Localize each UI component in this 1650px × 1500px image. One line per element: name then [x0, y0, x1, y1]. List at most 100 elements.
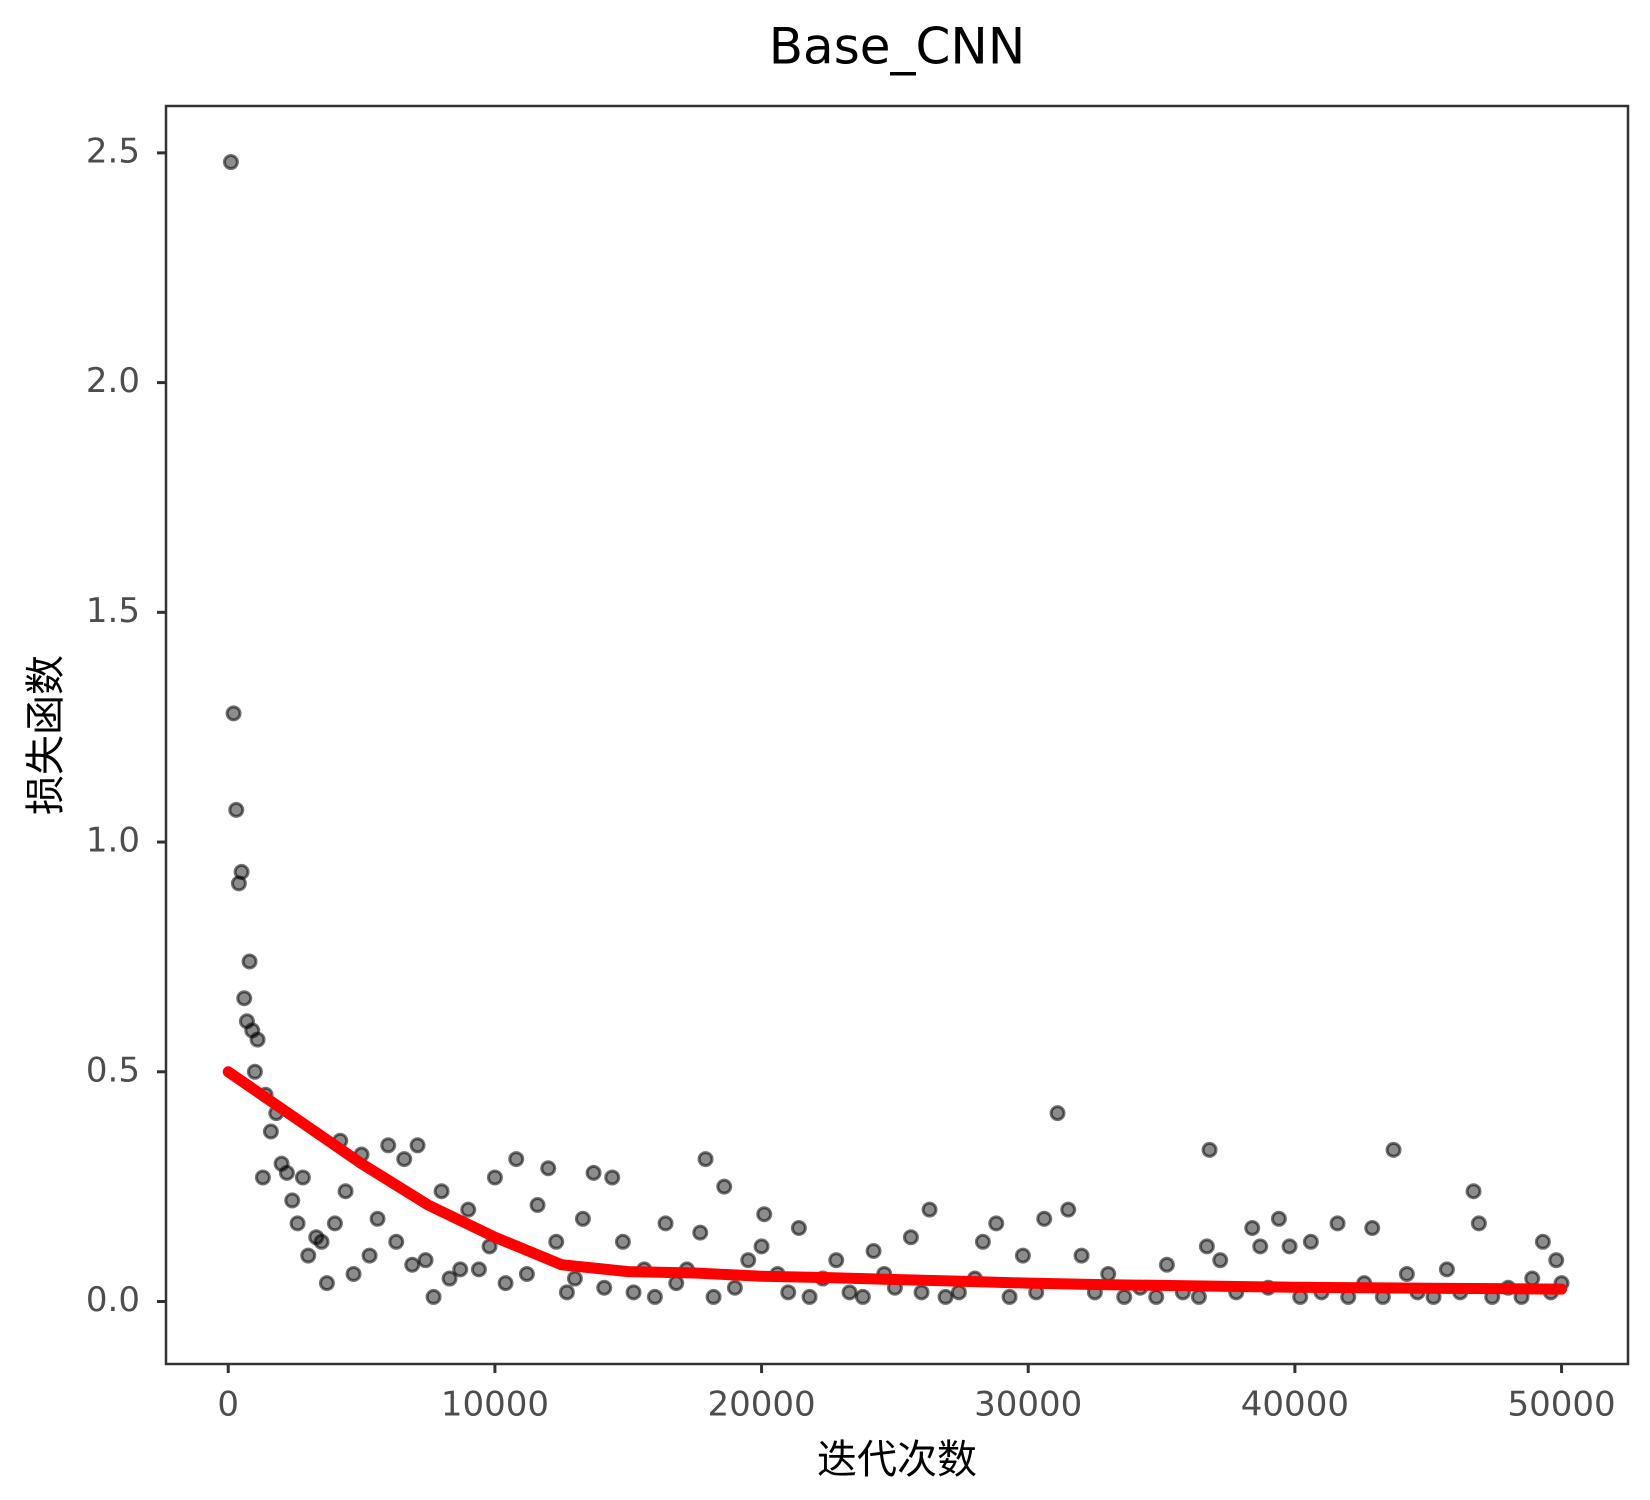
point	[1100, 1265, 1117, 1282]
point	[988, 1215, 1005, 1232]
y-tick-label: 2.0	[86, 361, 140, 401]
point	[518, 1265, 535, 1282]
point	[1201, 1141, 1218, 1158]
point	[1438, 1261, 1455, 1278]
point	[1465, 1183, 1482, 1200]
x-tick-label: 10000	[441, 1385, 549, 1425]
x-tick-label: 40000	[1241, 1385, 1349, 1425]
y-tick-label: 0.0	[86, 1280, 140, 1320]
point	[318, 1275, 335, 1292]
point	[1329, 1215, 1346, 1232]
point	[625, 1284, 642, 1301]
point	[1524, 1270, 1541, 1287]
point	[740, 1252, 757, 1269]
point	[705, 1288, 722, 1305]
point	[1212, 1252, 1229, 1269]
point	[236, 990, 253, 1007]
point	[425, 1288, 442, 1305]
point	[604, 1169, 621, 1186]
point	[548, 1233, 565, 1250]
point	[409, 1137, 426, 1154]
point	[1281, 1238, 1298, 1255]
y-axis-title: 损失函数	[23, 655, 69, 815]
x-axis-title: 迭代次数	[817, 1437, 977, 1483]
point	[585, 1164, 602, 1181]
point	[433, 1183, 450, 1200]
point	[497, 1275, 514, 1292]
point	[441, 1270, 458, 1287]
point	[540, 1160, 557, 1177]
point	[460, 1201, 477, 1218]
point	[289, 1215, 306, 1232]
point	[1534, 1233, 1551, 1250]
point	[404, 1256, 421, 1273]
point	[246, 1063, 263, 1080]
point	[300, 1247, 317, 1264]
point	[1036, 1210, 1053, 1227]
point	[345, 1265, 362, 1282]
point	[417, 1252, 434, 1269]
point	[396, 1151, 413, 1168]
point	[921, 1201, 938, 1218]
point	[262, 1123, 279, 1140]
point	[529, 1197, 546, 1214]
point	[1398, 1265, 1415, 1282]
point	[294, 1169, 311, 1186]
point	[574, 1210, 591, 1227]
y-tick-label: 0.5	[86, 1050, 140, 1090]
point	[828, 1252, 845, 1269]
point	[697, 1151, 714, 1168]
point	[950, 1284, 967, 1301]
point	[1060, 1201, 1077, 1218]
point	[380, 1137, 397, 1154]
point	[657, 1215, 674, 1232]
point	[470, 1261, 487, 1278]
panel-border	[164, 104, 1630, 1366]
smooth-line	[222, 1066, 1568, 1295]
point	[726, 1279, 743, 1296]
point	[1049, 1105, 1066, 1122]
point	[486, 1169, 503, 1186]
point	[692, 1224, 709, 1241]
point	[452, 1261, 469, 1278]
point	[249, 1031, 266, 1048]
point	[241, 953, 258, 970]
point	[596, 1279, 613, 1296]
y-tick-label: 1.5	[86, 591, 140, 631]
point	[326, 1215, 343, 1232]
point	[313, 1233, 330, 1250]
point	[1116, 1288, 1133, 1305]
point	[508, 1151, 525, 1168]
point	[716, 1178, 733, 1195]
point	[854, 1288, 871, 1305]
point	[254, 1169, 271, 1186]
point	[801, 1288, 818, 1305]
point	[1073, 1247, 1090, 1264]
point	[753, 1238, 770, 1255]
y-tick-label: 1.0	[86, 821, 140, 861]
point	[902, 1229, 919, 1246]
point	[566, 1270, 583, 1287]
point	[646, 1288, 663, 1305]
point	[1190, 1288, 1207, 1305]
x-tick-label: 50000	[1507, 1385, 1615, 1425]
point	[369, 1210, 386, 1227]
x-tick-label: 20000	[707, 1385, 815, 1425]
point	[558, 1284, 575, 1301]
point	[1252, 1238, 1269, 1255]
y-tick-label: 2.5	[86, 131, 140, 171]
point	[668, 1275, 685, 1292]
point	[1364, 1220, 1381, 1236]
chart-title: Base_CNN	[769, 18, 1025, 76]
point	[361, 1247, 378, 1264]
point	[1302, 1233, 1319, 1250]
point	[388, 1233, 405, 1250]
point	[1470, 1215, 1487, 1232]
point	[1198, 1238, 1215, 1255]
point	[1014, 1247, 1031, 1264]
point	[974, 1233, 991, 1250]
x-tick-label: 30000	[974, 1385, 1082, 1425]
point	[756, 1206, 773, 1223]
